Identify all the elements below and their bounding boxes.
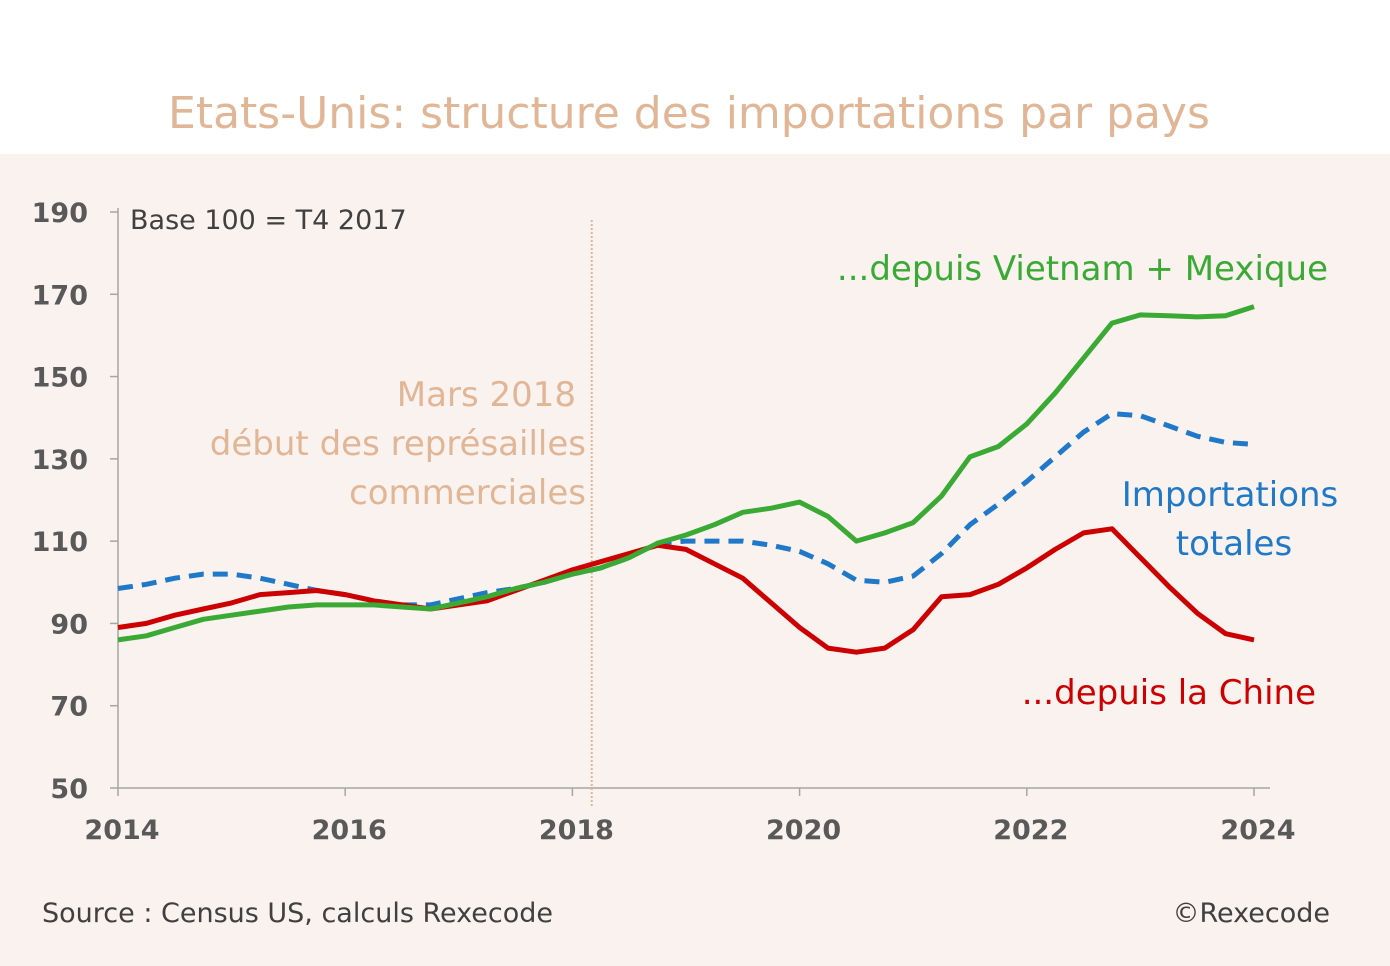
x-tick-label: 2024 — [1220, 815, 1295, 846]
x-tick-label: 2018 — [539, 815, 614, 846]
source-note: Source : Census US, calculs Rexecode — [42, 898, 554, 929]
y-tick-label: 130 — [32, 445, 88, 476]
y-tick-label: 110 — [32, 527, 88, 558]
x-tick-label: 2016 — [312, 815, 387, 846]
chart-title: Etats-Unis: structure des importations p… — [168, 88, 1210, 139]
label-importations-totales-line2: totales — [1176, 524, 1292, 564]
y-tick-label: 190 — [32, 198, 88, 229]
y-tick-label: 150 — [32, 363, 88, 394]
event-label-line1: Mars 2018 — [397, 375, 576, 415]
x-tick-label: 2014 — [84, 815, 159, 846]
label-chine: ...depuis la Chine — [1022, 673, 1316, 713]
event-label-line3: commerciales — [349, 473, 586, 513]
y-tick-label: 90 — [50, 609, 88, 640]
series-line-0 — [117, 304, 1255, 643]
series-line-1 — [117, 411, 1255, 608]
chart-panel-background — [0, 154, 1390, 966]
y-tick-label: 70 — [50, 692, 88, 723]
event-label-line2: début des représailles — [210, 424, 586, 464]
chart-series — [117, 304, 1255, 655]
label-importations-totales-line1: Importations — [1122, 475, 1339, 515]
base-note: Base 100 = T4 2017 — [130, 205, 407, 236]
series-line-2 — [117, 526, 1255, 655]
y-tick-label: 50 — [50, 774, 88, 805]
copyright-note: ©Rexecode — [1172, 898, 1330, 929]
x-tick-label: 2020 — [766, 815, 841, 846]
chart-axes: 50 70 90 110 130 150 170 190 2014 2016 2018 2020 202… — [32, 198, 1296, 846]
y-tick-label: 170 — [32, 280, 88, 311]
label-vietnam-mexique: ...depuis Vietnam + Mexique — [837, 249, 1328, 289]
x-tick-label: 2022 — [993, 815, 1068, 846]
